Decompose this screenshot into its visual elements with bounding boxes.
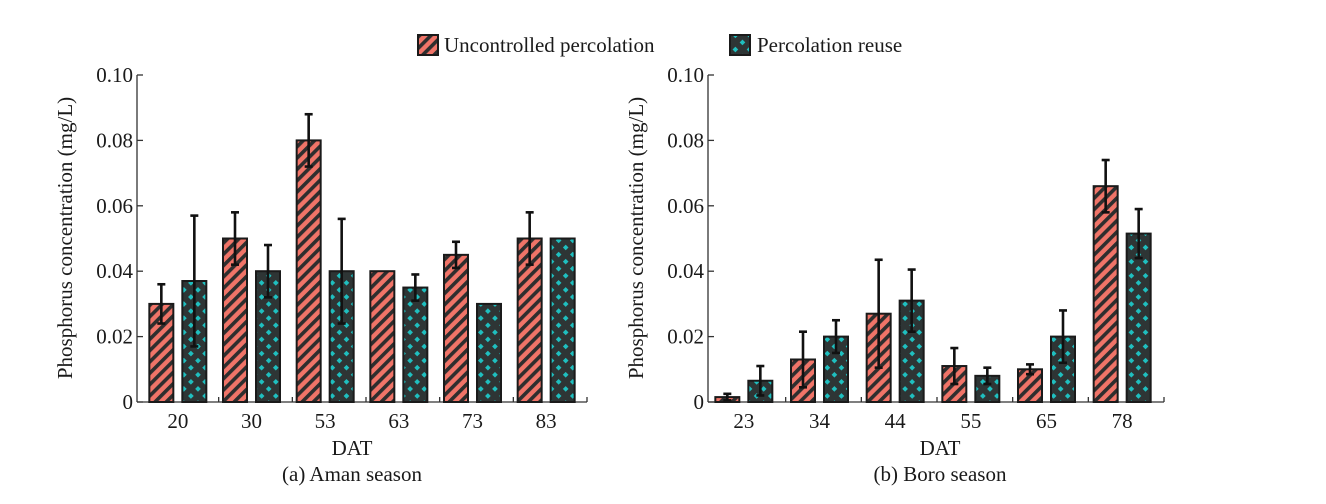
- y-tick-label: 0.04: [96, 259, 133, 283]
- x-tick-label: 63: [388, 409, 409, 433]
- y-axis-title: Phosphorus concentration (mg/L): [624, 97, 648, 379]
- bar-uncontrolled: [369, 270, 396, 404]
- chart-title: (b) Boro season: [874, 462, 1007, 486]
- x-axis-title: DAT: [332, 436, 373, 460]
- x-tick-label: 83: [536, 409, 557, 433]
- x-tick-label: 78: [1112, 409, 1133, 433]
- bar-uncontrolled: [295, 139, 322, 403]
- panel-aman-season: 0 0.02 0.04 0.06 0.08 0.10 20 30 53 63 73 83 Phosp…: [53, 63, 588, 486]
- y-tick-label: 0.02: [667, 325, 704, 349]
- bar-reuse: [476, 302, 502, 403]
- y-tick-label: 0.06: [96, 194, 133, 218]
- x-tick-label: 65: [1036, 409, 1057, 433]
- y-tick-label: 0.10: [96, 63, 133, 87]
- x-tick-label: 20: [167, 409, 188, 433]
- legend-item-uncontrolled: Uncontrolled percolation: [417, 33, 655, 57]
- legend-label: Percolation reuse: [757, 33, 902, 57]
- x-tick-label: 44: [885, 409, 907, 433]
- legend-swatch-stripes: [417, 34, 439, 56]
- x-tick-label: 53: [315, 409, 336, 433]
- chart-title: (a) Aman season: [282, 462, 422, 486]
- y-tick-label: 0.02: [96, 325, 133, 349]
- y-tick-label: 0.08: [667, 128, 704, 152]
- x-tick-label: 55: [960, 409, 981, 433]
- x-tick-label: 73: [462, 409, 483, 433]
- x-axis-title: DAT: [920, 436, 961, 460]
- x-tick-label: 23: [733, 409, 754, 433]
- y-tick-label: 0: [123, 390, 134, 414]
- y-axis-title: Phosphorus concentration (mg/L): [53, 97, 77, 379]
- panel-boro-season: 0 0.02 0.04 0.06 0.08 0.10 23 34 44 55 65 78 Phosp…: [624, 63, 1165, 486]
- bar-reuse: [1125, 232, 1152, 403]
- legend-label: Uncontrolled percolation: [444, 33, 655, 57]
- bar-uncontrolled: [1092, 185, 1119, 403]
- y-tick-label: 0.10: [667, 63, 704, 87]
- y-tick-label: 0.04: [667, 259, 704, 283]
- y-tick-label: 0: [694, 390, 705, 414]
- x-tick-label: 30: [241, 409, 262, 433]
- bar-uncontrolled: [443, 253, 469, 403]
- y-tick-label: 0.06: [667, 194, 704, 218]
- legend: Uncontrolled percolation Percolation reu…: [417, 33, 902, 57]
- legend-item-reuse: Percolation reuse: [729, 33, 902, 57]
- bar-reuse: [549, 237, 576, 403]
- x-tick-label: 34: [809, 409, 831, 433]
- y-tick-label: 0.08: [96, 128, 133, 152]
- legend-swatch-dots: [729, 34, 751, 56]
- bar-reuse: [402, 286, 429, 403]
